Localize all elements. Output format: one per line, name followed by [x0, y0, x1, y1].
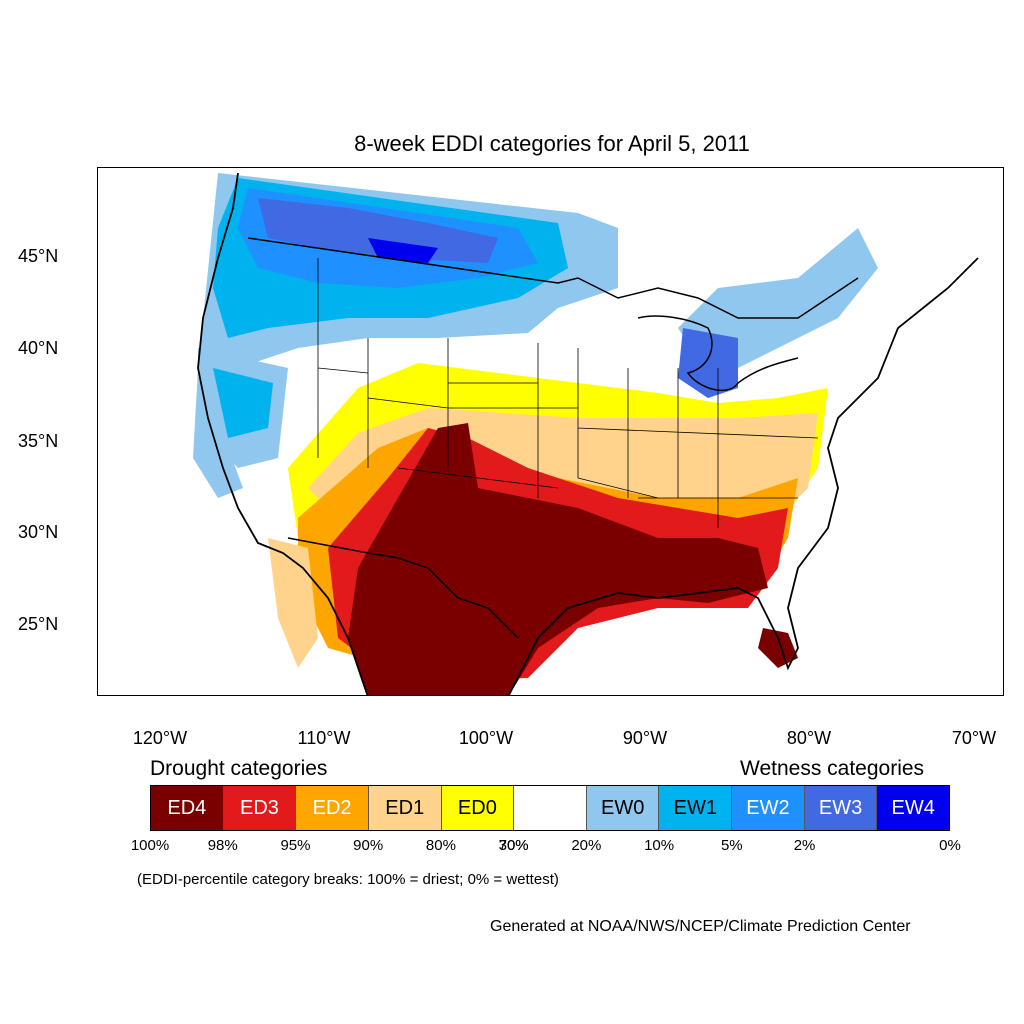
eddi-map — [97, 167, 1004, 696]
gulf-coast — [508, 257, 979, 695]
legend-box-ew0: EW0 — [586, 786, 660, 830]
border-canada — [247, 237, 859, 319]
break-label: 98% — [207, 837, 238, 854]
lat-label-40: 40°N — [18, 338, 59, 358]
break-label: 20% — [571, 837, 602, 854]
border-mexico — [287, 537, 519, 639]
drought-heading: Drought categories — [150, 757, 328, 780]
region-ed4-florida — [758, 628, 798, 668]
break-label: 10% — [644, 837, 675, 854]
region-ew1-west — [213, 368, 273, 438]
lon-label-120: 120°W — [132, 728, 188, 748]
state-lines — [317, 258, 819, 528]
great-lakes — [637, 315, 799, 392]
coastline — [197, 172, 369, 695]
lat-label-30: 30°N — [18, 522, 59, 542]
region-ew3 — [258, 198, 498, 263]
legend-box-ew2: EW2 — [732, 786, 805, 830]
legend-box-neutral — [514, 786, 587, 830]
lon-label-90: 90°W — [622, 728, 668, 748]
break-label: 5% — [720, 837, 743, 854]
map-canvas — [193, 172, 979, 695]
legend-box-ed1: ED1 — [368, 786, 442, 830]
legend-box-ed3: ED3 — [223, 786, 297, 830]
legend-box-ed2: ED2 — [296, 786, 369, 830]
breaks-note: (EDDI-percentile category breaks: 100% =… — [137, 871, 559, 888]
map-title: 8-week EDDI categories for April 5, 2011 — [354, 131, 750, 156]
lat-label-45: 45°N — [18, 246, 59, 266]
region-ew4 — [368, 238, 438, 263]
wetness-heading: Wetness categories — [740, 757, 925, 780]
break-label: 0% — [939, 837, 961, 854]
break-label: 30% — [498, 837, 529, 854]
break-label: 70% — [498, 837, 529, 854]
region-ew0-east — [678, 228, 878, 368]
break-label: 2% — [793, 837, 816, 854]
color-legend: ED4 ED3 ED2 ED1 ED0 EW0 EW1 EW2 EW3 EW4 — [150, 785, 950, 831]
lat-label-35: 35°N — [18, 431, 59, 451]
break-label: 80% — [425, 837, 456, 854]
lon-label-80: 80°W — [786, 728, 832, 748]
legend-box-ew4: EW4 — [877, 786, 950, 830]
region-ew3-lakes — [678, 328, 738, 398]
break-label: 95% — [280, 837, 311, 854]
lon-label-100: 100°W — [458, 728, 514, 748]
lat-label-25: 25°N — [18, 614, 59, 634]
region-ed4 — [348, 423, 768, 695]
legend-box-ew1: EW1 — [659, 786, 733, 830]
legend-box-ew3: EW3 — [804, 786, 878, 830]
credit-text: Generated at NOAA/NWS/NCEP/Climate Predi… — [490, 918, 911, 935]
legend-box-ed0: ED0 — [441, 786, 515, 830]
break-label: 100% — [130, 837, 170, 854]
legend-box-ed4: ED4 — [151, 786, 224, 830]
lon-label-110: 110°W — [297, 728, 351, 748]
break-label: 90% — [353, 837, 384, 854]
lon-label-70: 70°W — [951, 728, 997, 748]
